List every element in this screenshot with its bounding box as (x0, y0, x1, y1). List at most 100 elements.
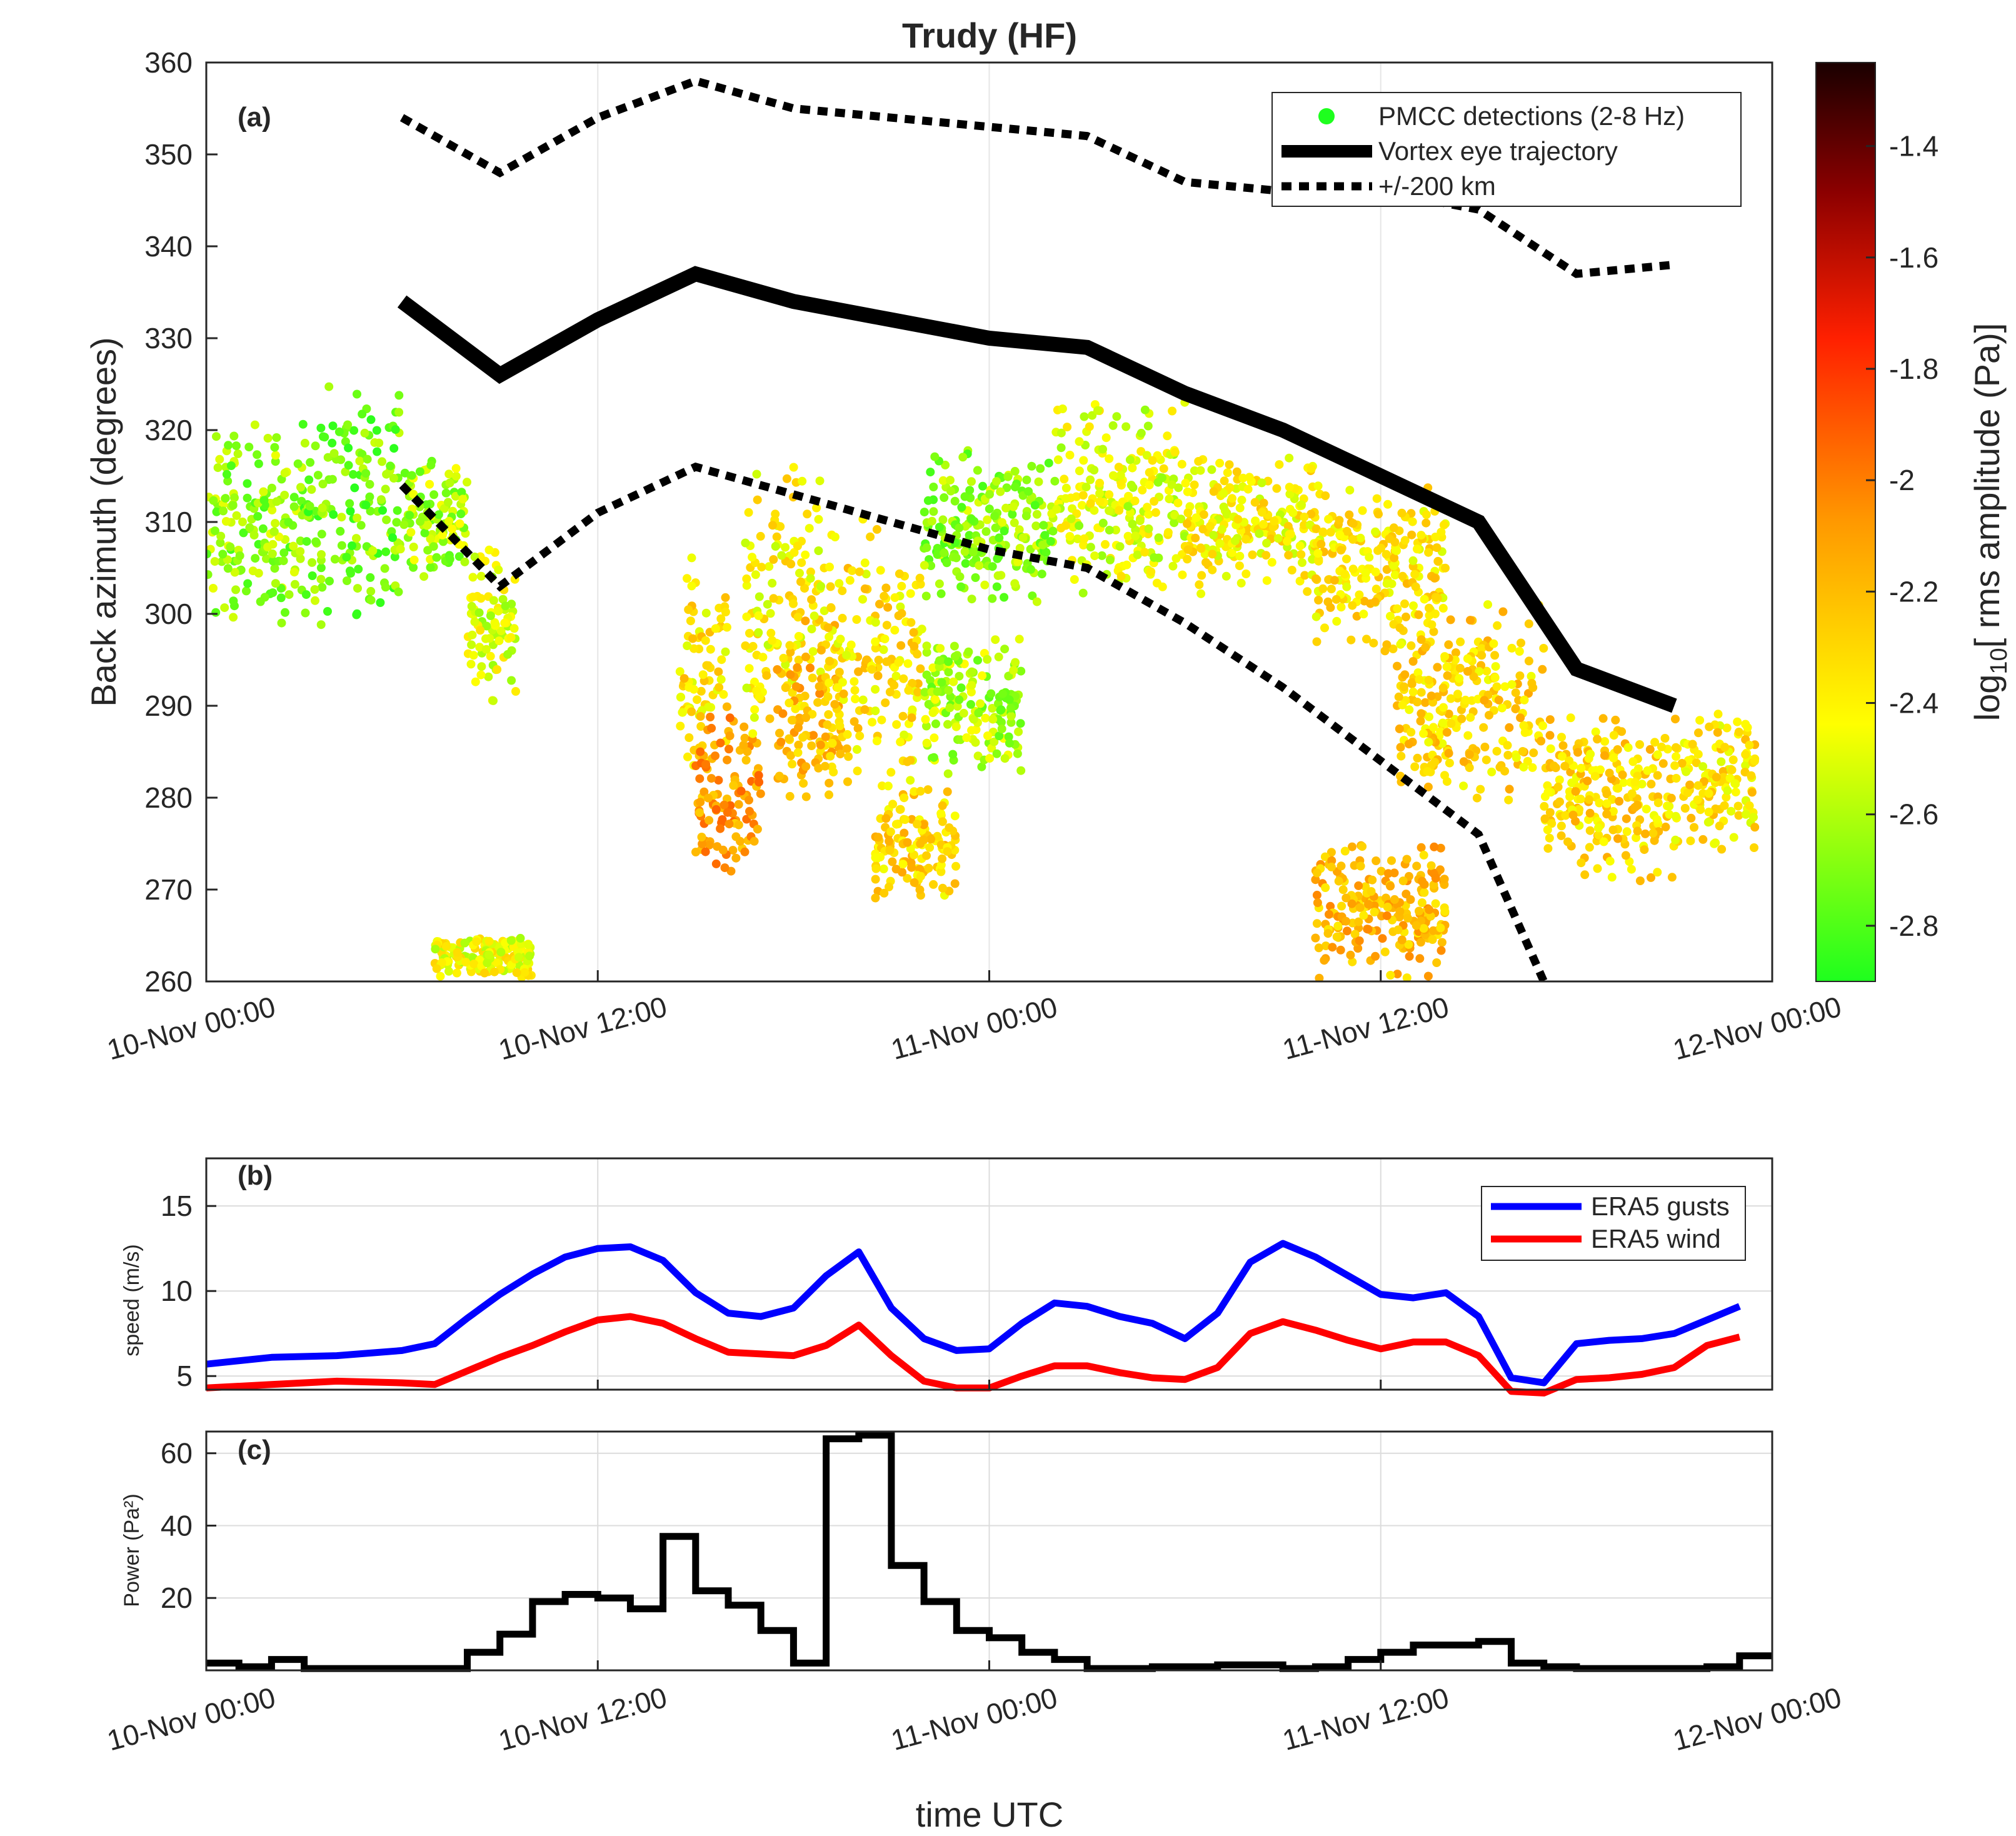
pmcc-detection-point (943, 787, 952, 796)
pmcc-detection-point (1314, 556, 1323, 566)
pmcc-detection-point (793, 613, 803, 622)
pmcc-detection-point (336, 526, 345, 536)
pmcc-detection-point (224, 441, 233, 450)
pmcc-detection-point (916, 664, 925, 673)
pmcc-detection-point (366, 596, 376, 605)
pmcc-detection-point (1430, 842, 1439, 851)
pmcc-detection-point (1407, 530, 1417, 539)
pmcc-detection-point (1345, 486, 1355, 495)
pmcc-detection-point (378, 506, 387, 515)
pmcc-detection-point (1475, 667, 1484, 676)
pmcc-detection-point (1595, 798, 1604, 808)
pmcc-detection-point (1613, 745, 1622, 754)
panel-a-xtick-label: 10-Nov 12:00 (495, 990, 670, 1066)
pmcc-detection-point (1593, 735, 1602, 744)
pmcc-detection-point (520, 968, 529, 977)
pmcc-detection-point (771, 509, 780, 519)
pmcc-detection-point (1128, 463, 1137, 473)
pmcc-detection-point (1558, 741, 1568, 750)
pmcc-detection-point (906, 776, 915, 785)
pmcc-detection-point (1158, 473, 1166, 483)
pmcc-detection-point (808, 647, 818, 656)
panel-a-ytick-label: 320 (144, 414, 193, 446)
pmcc-detection-point (1566, 713, 1575, 723)
pmcc-detection-point (253, 450, 262, 459)
pmcc-detection-point (1415, 954, 1425, 963)
pmcc-detection-point (1406, 895, 1415, 904)
pmcc-detection-point (801, 616, 810, 626)
pmcc-detection-point (685, 683, 694, 692)
pmcc-detection-point (318, 583, 327, 592)
pmcc-detection-point (431, 945, 440, 954)
panel-a-ytick-label: 310 (144, 506, 193, 538)
pmcc-detection-point (256, 597, 265, 606)
pmcc-detection-point (795, 568, 804, 578)
pmcc-detection-point (938, 476, 948, 485)
pmcc-detection-point (742, 581, 751, 590)
panel-a-xtick-label: 11-Nov 00:00 (888, 990, 1061, 1066)
pmcc-detection-point (512, 968, 521, 977)
pmcc-detection-point (498, 594, 508, 604)
pmcc-detection-point (382, 469, 391, 479)
pmcc-detection-point (1466, 713, 1475, 722)
pmcc-detection-point (801, 792, 811, 801)
pmcc-detection-point (323, 607, 332, 616)
pmcc-detection-point (891, 671, 901, 681)
pmcc-detection-point (862, 655, 871, 665)
pmcc-detection-point (798, 476, 807, 486)
pmcc-detection-point (1086, 499, 1095, 508)
pmcc-detection-point (725, 820, 734, 829)
pmcc-detection-point (1148, 456, 1157, 465)
pmcc-detection-point (1004, 732, 1013, 741)
pmcc-detection-point (871, 618, 880, 627)
pmcc-detection-point (1383, 902, 1392, 911)
pmcc-detection-point (272, 497, 281, 506)
pmcc-detection-point (986, 689, 996, 698)
pmcc-detection-point (1377, 866, 1386, 876)
pmcc-detection-point (871, 643, 880, 653)
pmcc-detection-point (871, 685, 880, 694)
pmcc-detection-point (826, 582, 835, 591)
pmcc-detection-point (1396, 640, 1405, 649)
pmcc-detection-point (1427, 691, 1436, 701)
pmcc-detection-point (506, 633, 516, 642)
pmcc-detection-point (1680, 804, 1690, 813)
pmcc-detection-point (899, 674, 908, 683)
pmcc-detection-point (1306, 509, 1316, 519)
pmcc-detection-point (496, 626, 506, 636)
pmcc-detection-point (1032, 597, 1041, 606)
pmcc-detection-point (1196, 543, 1205, 553)
pmcc-detection-point (302, 537, 311, 546)
pmcc-detection-point (855, 731, 865, 741)
pmcc-detection-point (399, 520, 409, 529)
pmcc-detection-point (741, 641, 750, 650)
pmcc-detection-point (967, 477, 976, 486)
pmcc-detection-point (268, 549, 277, 558)
pmcc-detection-point (1006, 703, 1015, 713)
pmcc-detection-point (744, 508, 753, 517)
pmcc-detection-point (1497, 703, 1507, 713)
pmcc-detection-point (978, 671, 987, 680)
pmcc-detection-point (318, 503, 327, 513)
pmcc-detection-point (1466, 616, 1475, 625)
pmcc-detection-point (1705, 722, 1714, 731)
pmcc-detection-point (1191, 533, 1200, 543)
pmcc-detection-point (988, 594, 997, 603)
panel-a-xtick-label: 12-Nov 00:00 (1670, 990, 1845, 1066)
pmcc-detection-point (1427, 620, 1437, 630)
pmcc-detection-point (1250, 498, 1260, 507)
pmcc-detection-point (393, 506, 402, 515)
pmcc-detection-point (1079, 456, 1088, 465)
pmcc-detection-point (835, 668, 844, 677)
pmcc-detection-point (944, 668, 953, 677)
pmcc-detection-point (1741, 810, 1750, 819)
pmcc-detection-point (1105, 490, 1114, 499)
pmcc-detection-point (956, 582, 966, 591)
pmcc-detection-point (1285, 529, 1294, 539)
pmcc-detection-point (845, 576, 855, 585)
pmcc-detection-point (1328, 943, 1337, 952)
pmcc-detection-point (1717, 757, 1726, 766)
pmcc-detection-point (1455, 663, 1465, 673)
pmcc-detection-point (476, 670, 486, 680)
pmcc-detection-point (1417, 531, 1426, 540)
